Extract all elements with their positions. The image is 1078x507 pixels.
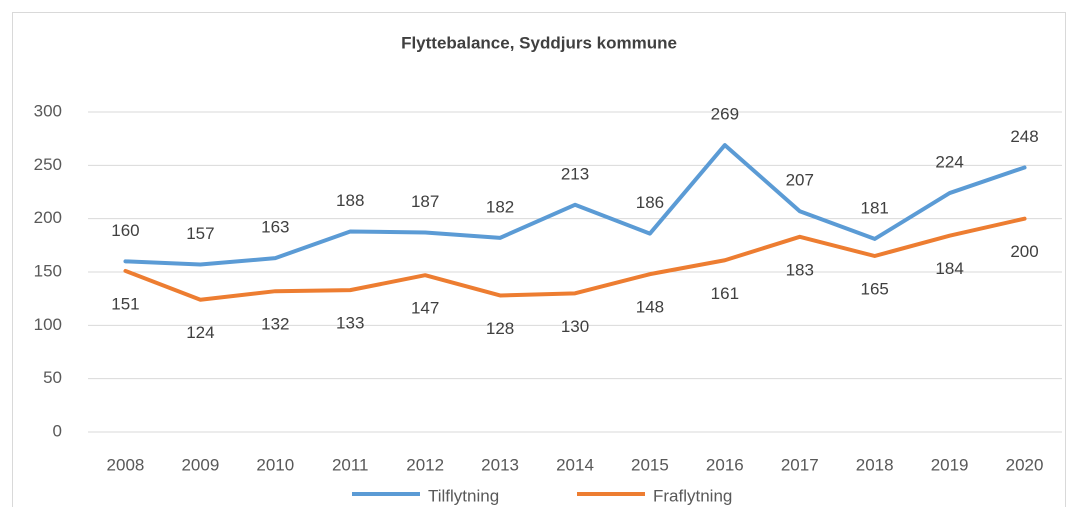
- x-tick-label: 2016: [706, 455, 744, 474]
- data-label: 165: [861, 279, 889, 298]
- x-tick-label: 2020: [1006, 455, 1044, 474]
- data-label: 184: [935, 259, 963, 278]
- x-tick-label: 2010: [256, 455, 294, 474]
- data-label: 207: [786, 171, 814, 190]
- data-label: 128: [486, 319, 514, 338]
- x-tick-label: 2019: [931, 455, 969, 474]
- data-label: 147: [411, 299, 439, 318]
- data-label: 130: [561, 317, 589, 336]
- data-label: 151: [111, 294, 139, 313]
- y-tick-label: 200: [34, 208, 62, 227]
- y-tick-label: 50: [43, 368, 62, 387]
- data-label: 269: [711, 105, 739, 124]
- data-label: 163: [261, 218, 289, 237]
- x-tick-label: 2017: [781, 455, 819, 474]
- legend-label: Tilflytning: [428, 486, 499, 505]
- data-label: 186: [636, 193, 664, 212]
- data-label: 213: [561, 164, 589, 183]
- y-tick-label: 250: [34, 155, 62, 174]
- series-line: [123, 216, 1027, 302]
- chart-title: Flyttebalance, Syddjurs kommune: [401, 33, 677, 52]
- y-tick-label: 150: [34, 261, 62, 280]
- data-label: 161: [711, 284, 739, 303]
- x-tick-label: 2009: [181, 455, 219, 474]
- data-label: 160: [111, 221, 139, 240]
- y-tick-label: 100: [34, 315, 62, 334]
- x-tick-label: 2013: [481, 455, 519, 474]
- data-label: 124: [186, 323, 214, 342]
- x-tick-label: 2012: [406, 455, 444, 474]
- x-tick-label: 2011: [332, 455, 369, 474]
- x-tick-label: 2014: [556, 455, 594, 474]
- x-tick-label: 2018: [856, 455, 894, 474]
- data-label: 181: [861, 198, 889, 217]
- chart-frame: [12, 12, 1066, 507]
- data-label: 133: [336, 314, 364, 333]
- data-label: 248: [1010, 127, 1038, 146]
- data-label: 148: [636, 298, 664, 317]
- data-label: 157: [186, 224, 214, 243]
- data-label: 200: [1010, 242, 1038, 261]
- y-tick-label: 300: [34, 101, 62, 120]
- data-label: 183: [786, 260, 814, 279]
- data-label: 132: [261, 315, 289, 334]
- data-label: 182: [486, 197, 514, 216]
- data-label: 187: [411, 192, 439, 211]
- legend-label: Fraflytning: [653, 486, 732, 505]
- data-label: 224: [935, 153, 963, 172]
- x-tick-label: 2008: [107, 455, 145, 474]
- x-tick-label: 2015: [631, 455, 669, 474]
- y-tick-label: 0: [53, 421, 62, 440]
- data-label: 188: [336, 191, 364, 210]
- series-line: [123, 143, 1027, 267]
